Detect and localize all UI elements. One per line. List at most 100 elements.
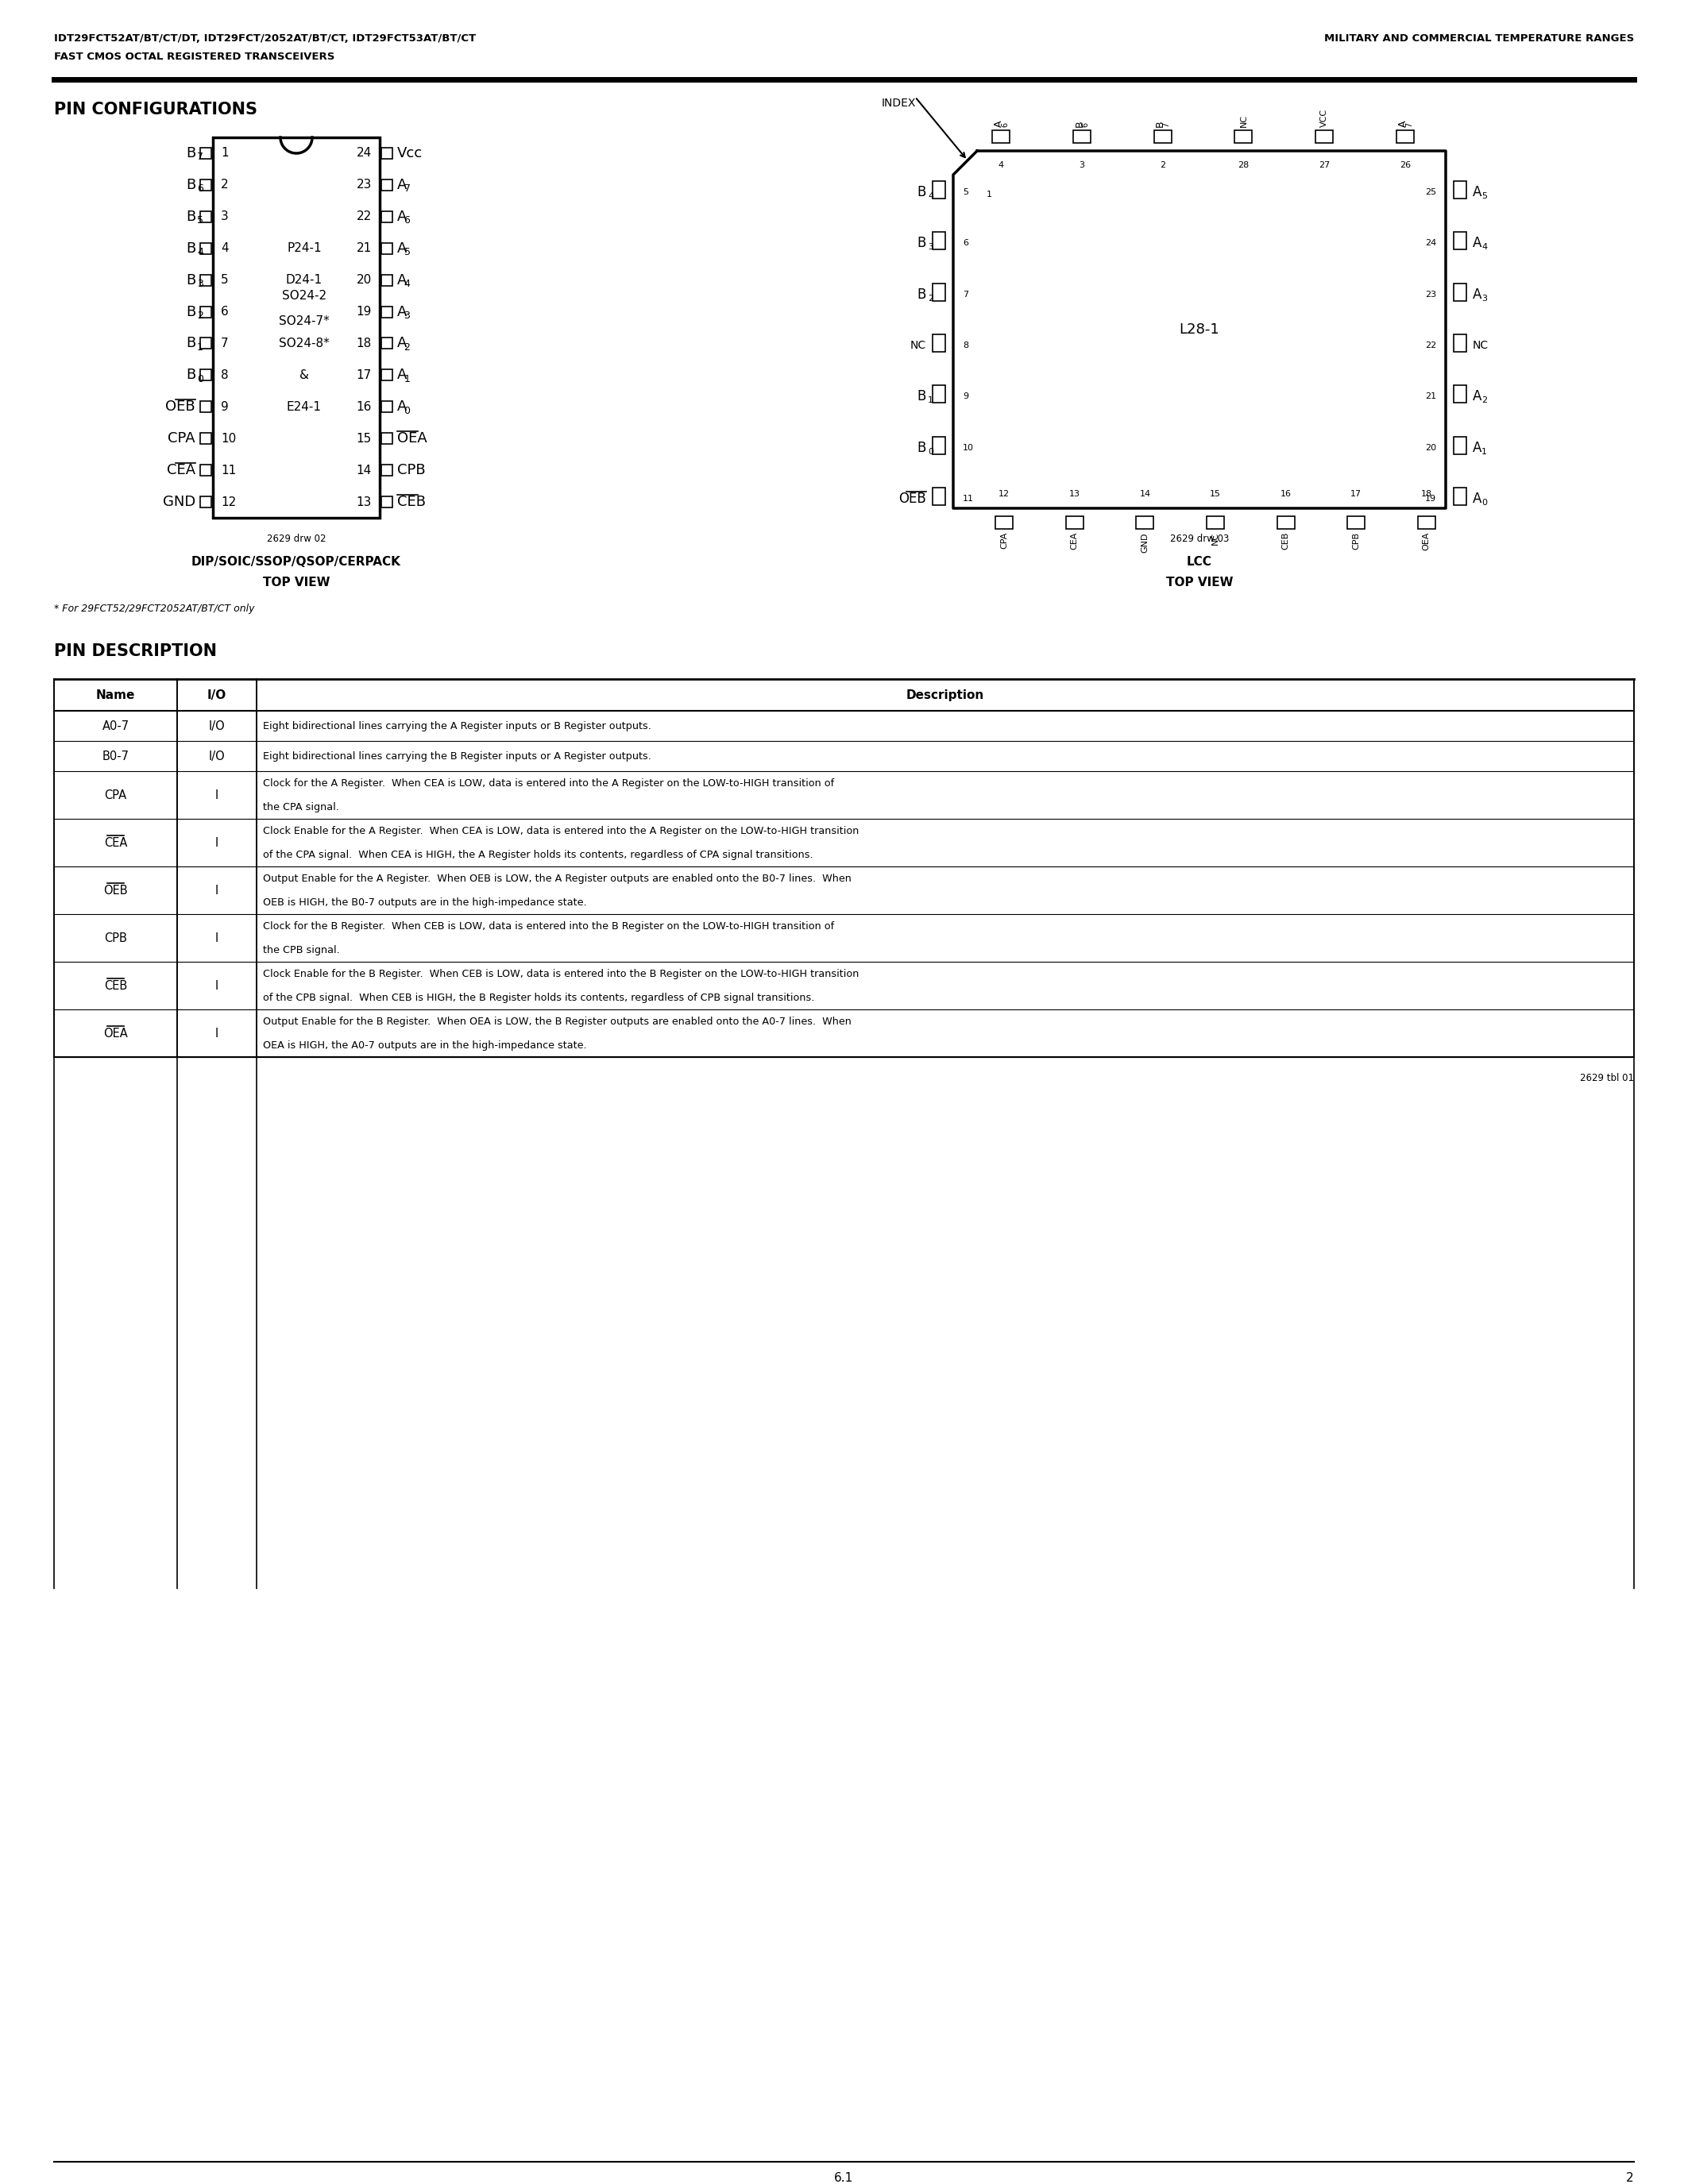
Text: A: A bbox=[397, 273, 407, 288]
Text: A: A bbox=[1472, 389, 1482, 404]
Bar bbox=[381, 339, 392, 349]
Text: 18: 18 bbox=[1421, 489, 1431, 498]
Bar bbox=[381, 306, 392, 317]
Text: L28-1: L28-1 bbox=[1180, 323, 1220, 336]
Text: CPB: CPB bbox=[1352, 533, 1361, 550]
Text: 14: 14 bbox=[356, 465, 371, 476]
Text: &: & bbox=[299, 369, 309, 382]
Text: NC: NC bbox=[1212, 533, 1219, 546]
Text: I/O: I/O bbox=[209, 721, 225, 732]
Text: Clock for the A Register.  When CEA is LOW, data is entered into the A Register : Clock for the A Register. When CEA is LO… bbox=[263, 778, 834, 788]
Text: 6: 6 bbox=[221, 306, 228, 317]
Text: 2: 2 bbox=[403, 343, 410, 352]
Text: 9: 9 bbox=[962, 393, 969, 400]
Text: 16: 16 bbox=[356, 402, 371, 413]
Text: MILITARY AND COMMERCIAL TEMPERATURE RANGES: MILITARY AND COMMERCIAL TEMPERATURE RANG… bbox=[1323, 33, 1634, 44]
Text: B: B bbox=[917, 441, 927, 454]
Text: 20: 20 bbox=[1425, 443, 1436, 452]
Bar bbox=[996, 515, 1013, 529]
Text: 3: 3 bbox=[1079, 162, 1085, 168]
Bar bbox=[932, 284, 945, 301]
Text: the CPB signal.: the CPB signal. bbox=[263, 946, 339, 954]
Text: I/O: I/O bbox=[208, 688, 226, 701]
Bar bbox=[381, 149, 392, 159]
Text: 24: 24 bbox=[1425, 240, 1436, 247]
Text: 16: 16 bbox=[1280, 489, 1291, 498]
Bar bbox=[1453, 487, 1467, 505]
Text: SO24-7*: SO24-7* bbox=[279, 314, 329, 328]
Bar bbox=[381, 496, 392, 507]
Text: 15: 15 bbox=[1210, 489, 1220, 498]
Text: 5: 5 bbox=[1482, 192, 1487, 201]
Text: 2: 2 bbox=[221, 179, 228, 190]
Bar bbox=[201, 242, 211, 253]
Text: CEB: CEB bbox=[397, 496, 425, 509]
Polygon shape bbox=[954, 151, 1445, 509]
Text: Vcc: Vcc bbox=[397, 146, 422, 159]
Text: B: B bbox=[1074, 120, 1085, 127]
Text: 7: 7 bbox=[403, 183, 410, 194]
Text: B: B bbox=[186, 240, 196, 256]
Text: FAST CMOS OCTAL REGISTERED TRANSCEIVERS: FAST CMOS OCTAL REGISTERED TRANSCEIVERS bbox=[54, 52, 334, 61]
Text: B: B bbox=[917, 389, 927, 404]
Bar bbox=[932, 181, 945, 199]
Text: E24-1: E24-1 bbox=[287, 402, 322, 413]
Text: A: A bbox=[397, 304, 407, 319]
Text: CPA: CPA bbox=[105, 788, 127, 802]
Bar bbox=[1418, 515, 1435, 529]
Text: 3: 3 bbox=[221, 210, 228, 223]
Text: CEB: CEB bbox=[1281, 533, 1290, 550]
Text: 0: 0 bbox=[1482, 498, 1487, 507]
Text: TOP VIEW: TOP VIEW bbox=[1166, 577, 1232, 587]
Text: 5: 5 bbox=[962, 188, 969, 197]
Text: 2: 2 bbox=[197, 310, 203, 321]
Text: B: B bbox=[186, 336, 196, 352]
Text: 2629 tbl 01: 2629 tbl 01 bbox=[1580, 1072, 1634, 1083]
Text: 7: 7 bbox=[221, 339, 228, 349]
Text: CEA: CEA bbox=[167, 463, 196, 478]
Bar bbox=[381, 369, 392, 380]
Bar bbox=[201, 339, 211, 349]
Text: TOP VIEW: TOP VIEW bbox=[263, 577, 329, 587]
Text: 27: 27 bbox=[1318, 162, 1330, 168]
Text: Description: Description bbox=[906, 688, 984, 701]
Text: PIN CONFIGURATIONS: PIN CONFIGURATIONS bbox=[54, 103, 257, 118]
Text: A0-7: A0-7 bbox=[101, 721, 128, 732]
Bar bbox=[932, 487, 945, 505]
Bar bbox=[1453, 384, 1467, 402]
Bar bbox=[1236, 131, 1252, 142]
Bar bbox=[201, 465, 211, 476]
Text: LCC: LCC bbox=[1187, 557, 1212, 568]
Text: Clock Enable for the B Register.  When CEB is LOW, data is entered into the B Re: Clock Enable for the B Register. When CE… bbox=[263, 968, 859, 978]
Text: B: B bbox=[186, 177, 196, 192]
Text: 6: 6 bbox=[197, 183, 203, 194]
Text: 2: 2 bbox=[1160, 162, 1165, 168]
Text: NC: NC bbox=[1472, 341, 1489, 352]
Text: 5: 5 bbox=[403, 247, 410, 258]
Text: OEB: OEB bbox=[898, 491, 927, 507]
Text: B: B bbox=[186, 210, 196, 223]
Bar bbox=[381, 275, 392, 286]
Text: 6: 6 bbox=[1082, 122, 1090, 127]
Text: 26: 26 bbox=[1399, 162, 1411, 168]
Text: OEB: OEB bbox=[165, 400, 196, 415]
Text: 22: 22 bbox=[356, 210, 371, 223]
Text: A: A bbox=[1398, 120, 1408, 127]
Text: Eight bidirectional lines carrying the B Register inputs or A Register outputs.: Eight bidirectional lines carrying the B… bbox=[263, 751, 652, 762]
Text: 11: 11 bbox=[221, 465, 236, 476]
Text: B: B bbox=[917, 186, 927, 199]
Bar bbox=[201, 369, 211, 380]
Bar bbox=[201, 306, 211, 317]
Text: 12: 12 bbox=[999, 489, 1009, 498]
Bar bbox=[381, 432, 392, 443]
Text: 7: 7 bbox=[1163, 122, 1170, 127]
Text: B: B bbox=[1155, 120, 1165, 127]
Text: I: I bbox=[214, 933, 218, 943]
Text: A: A bbox=[397, 240, 407, 256]
Text: 0: 0 bbox=[928, 448, 933, 456]
Bar bbox=[1315, 131, 1334, 142]
Text: Eight bidirectional lines carrying the A Register inputs or B Register outputs.: Eight bidirectional lines carrying the A… bbox=[263, 721, 652, 732]
Text: A: A bbox=[397, 210, 407, 223]
Text: 6: 6 bbox=[403, 216, 410, 225]
Text: 7: 7 bbox=[962, 290, 969, 299]
